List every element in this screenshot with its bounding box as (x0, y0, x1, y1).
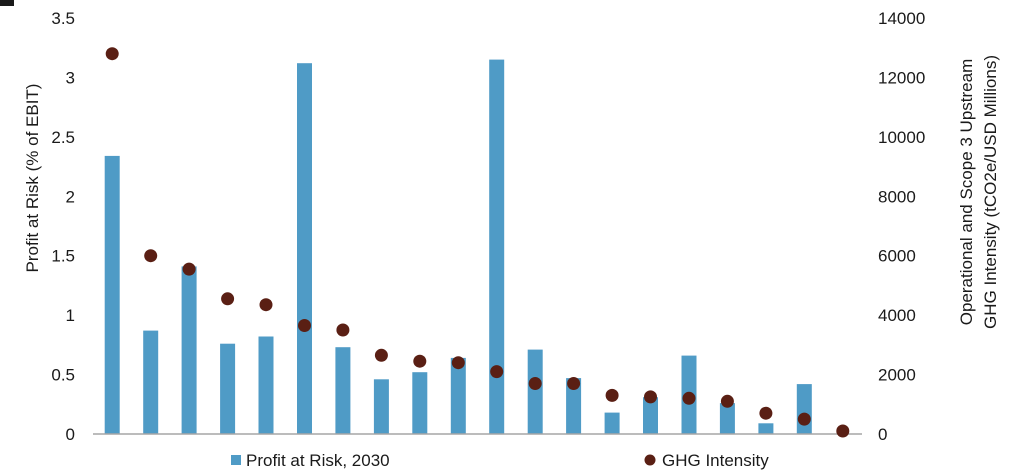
dot (644, 390, 657, 404)
dot (759, 406, 773, 420)
left-tick-label: 2 (66, 187, 75, 206)
left-axis-title: Profit at Risk (% of EBIT) (23, 84, 42, 273)
bar (719, 403, 735, 434)
bar (335, 347, 351, 434)
bar (258, 336, 274, 434)
dot (144, 249, 158, 263)
dot (490, 365, 504, 379)
bar (758, 423, 774, 434)
bar (527, 349, 543, 434)
right-axis-title-line1: Operational and Scope 3 Upstream (957, 59, 976, 326)
legend-dot-label: GHG Intensity (662, 451, 769, 470)
bar (450, 357, 466, 434)
bar (143, 330, 159, 434)
bar (297, 63, 312, 434)
dot (682, 391, 696, 405)
legend-bar-label: Profit at Risk, 2030 (246, 451, 390, 470)
dot (374, 348, 388, 362)
dot (221, 292, 235, 306)
bar (412, 372, 428, 434)
bar (489, 59, 505, 434)
bar (796, 384, 812, 434)
dot (836, 424, 850, 438)
left-axis-ticks: 0 0.5 1 1.5 2 2.5 3 3.5 (51, 9, 75, 444)
dot (259, 298, 273, 312)
bar (566, 378, 582, 434)
left-tick-label: 3.5 (51, 9, 75, 28)
bar (373, 379, 389, 434)
bar (181, 266, 197, 434)
dot (451, 356, 465, 370)
right-tick-label: 8000 (878, 187, 916, 206)
title-fragment (0, 0, 14, 6)
right-axis-title-line2: GHG Intensity (tCO2e/USD Millions) (981, 55, 1000, 329)
dot (567, 377, 581, 390)
bar (220, 343, 236, 434)
right-tick-label: 0 (878, 425, 887, 444)
right-tick-label: 2000 (878, 366, 916, 385)
dot (605, 388, 619, 402)
right-axis-ticks: 0 2000 4000 6000 8000 10000 12000 14000 (878, 9, 925, 444)
dot (298, 319, 311, 332)
right-tick-label: 10000 (878, 128, 925, 147)
bar (104, 155, 120, 434)
right-tick-label: 4000 (878, 306, 916, 325)
dot (720, 394, 734, 408)
right-tick-label: 12000 (878, 68, 925, 87)
left-tick-label: 3 (66, 68, 75, 87)
legend-dot-swatch (644, 454, 656, 466)
left-tick-label: 1.5 (51, 247, 75, 266)
dot (528, 377, 542, 390)
bar (643, 397, 658, 434)
dot (413, 354, 427, 368)
right-tick-label: 6000 (878, 247, 916, 266)
left-tick-label: 0.5 (51, 366, 75, 385)
dot (182, 262, 196, 276)
right-tick-label: 14000 (878, 9, 925, 28)
left-tick-label: 1 (66, 306, 75, 325)
bar-series (104, 59, 812, 434)
dot (336, 323, 350, 337)
dot (105, 47, 119, 61)
left-tick-label: 2.5 (51, 128, 75, 147)
dot (797, 412, 811, 426)
bar (604, 412, 620, 434)
legend-bar-swatch (231, 455, 241, 465)
dot-series (105, 47, 850, 438)
left-tick-label: 0 (66, 425, 75, 444)
